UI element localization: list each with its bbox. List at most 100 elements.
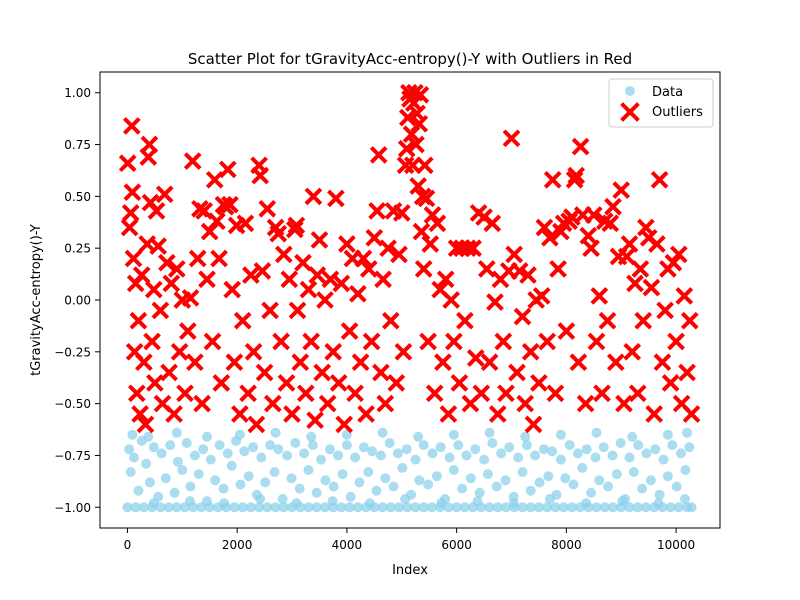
outlier-point	[456, 311, 474, 330]
data-point	[350, 452, 361, 463]
data-point	[624, 452, 635, 463]
data-point	[344, 502, 355, 513]
outlier-point	[346, 384, 364, 403]
outlier-point	[650, 170, 669, 189]
data-point	[627, 431, 638, 442]
outlier-point	[178, 322, 197, 340]
outlier-point	[274, 245, 293, 264]
outlier-point	[239, 384, 257, 403]
legend: Data Outliers	[608, 78, 714, 128]
data-point	[508, 498, 519, 509]
data-point	[198, 444, 209, 455]
data-point	[354, 477, 365, 488]
data-point	[324, 444, 335, 455]
data-point	[581, 444, 592, 455]
outlier-point	[612, 181, 631, 199]
outlier-point	[140, 135, 159, 154]
data-point	[679, 494, 690, 504]
outlier-point	[530, 374, 548, 392]
outlier-point	[576, 394, 595, 413]
data-point	[375, 450, 386, 461]
outlier-point	[365, 228, 384, 247]
outlier-point	[124, 249, 143, 268]
outlier-point	[464, 239, 482, 258]
data-point	[377, 502, 388, 513]
outlier-point	[357, 405, 375, 423]
data-point	[534, 477, 545, 488]
outlier-point	[132, 266, 151, 284]
data-point	[465, 473, 476, 484]
data-point	[290, 438, 301, 448]
data-point	[163, 502, 174, 513]
outlier-point	[225, 353, 244, 372]
outlier-point	[442, 291, 461, 309]
data-point	[410, 502, 421, 513]
outlier-point	[269, 224, 288, 243]
data-point	[377, 427, 388, 438]
outlier-point	[372, 363, 390, 382]
outlier-point	[678, 363, 696, 382]
data-point	[538, 444, 549, 455]
outlier-point	[397, 139, 416, 158]
outlier-point	[667, 332, 685, 351]
data-point	[171, 502, 182, 513]
data-point	[218, 483, 229, 494]
outlier-point	[505, 245, 524, 264]
data-point	[641, 448, 652, 459]
outlier-point	[221, 195, 239, 214]
data-point	[392, 448, 403, 459]
outlier-point	[338, 235, 356, 253]
data-point	[564, 440, 575, 451]
data-point	[637, 483, 648, 494]
x-axis-label: Index	[392, 563, 428, 578]
data-point	[229, 502, 240, 513]
data-point	[177, 465, 188, 475]
y-tick-label: 1.00	[64, 86, 91, 100]
data-point	[423, 479, 434, 490]
y-tick-label: 0.25	[64, 242, 91, 256]
outlier-point	[521, 342, 540, 361]
outlier-point	[425, 384, 444, 403]
outlier-point	[362, 332, 381, 351]
outlier-point	[569, 353, 588, 372]
data-point	[444, 452, 455, 463]
outlier-point	[436, 270, 455, 289]
plot-area	[99, 71, 721, 529]
data-point	[607, 450, 618, 461]
data-point	[662, 429, 673, 440]
outlier-point	[403, 156, 422, 175]
data-point	[591, 502, 602, 513]
outlier-point	[359, 260, 378, 278]
outlier-points-layer	[118, 83, 701, 434]
data-point	[453, 440, 464, 451]
data-point	[122, 502, 133, 513]
data-point	[662, 471, 673, 482]
y-axis-label: tGravityAcc-entropy()-Y	[29, 224, 44, 376]
data-point	[591, 427, 602, 438]
outlier-point	[642, 278, 661, 297]
data-point	[143, 431, 154, 442]
data-point	[291, 498, 302, 509]
outlier-point	[149, 237, 168, 255]
outlier-point	[258, 199, 277, 218]
data-point	[418, 440, 429, 451]
y-tick-label: 0.75	[64, 138, 91, 152]
data-point	[479, 454, 490, 465]
data-point	[598, 442, 609, 453]
data-point	[427, 448, 438, 459]
data-point	[426, 502, 437, 513]
outlier-point	[118, 154, 137, 173]
outlier-point	[579, 226, 598, 245]
outlier-point	[499, 262, 518, 280]
outlier-point	[584, 206, 603, 224]
data-point	[345, 491, 356, 502]
data-point	[269, 467, 280, 477]
data-point	[684, 442, 695, 453]
data-point	[210, 475, 221, 486]
outlier-point	[340, 322, 359, 340]
data-point	[586, 487, 597, 498]
outlier-point	[302, 332, 321, 351]
data-point	[451, 502, 462, 513]
data-point	[394, 502, 404, 513]
data-point	[410, 454, 421, 465]
